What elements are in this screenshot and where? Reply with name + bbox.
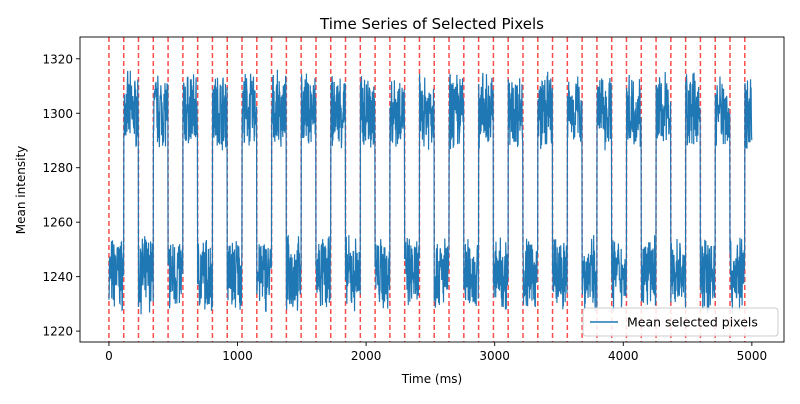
plot-frame — [79, 36, 785, 343]
y-axis-label: Mean intensity — [14, 146, 28, 235]
chart-title: Time Series of Selected Pixels — [319, 15, 544, 33]
y-tick-label-1280: 1280 — [42, 161, 73, 175]
y-tick-label-1220: 1220 — [42, 325, 73, 339]
x-tick-label-0: 0 — [105, 349, 113, 363]
legend: Mean selected pixels — [582, 307, 779, 337]
x-tick-label-1000: 1000 — [222, 349, 253, 363]
legend-series-label: Mean selected pixels — [627, 315, 758, 330]
axes-group — [79, 36, 785, 343]
series-group — [108, 69, 753, 315]
legend-box — [582, 307, 779, 337]
x-tick-label-3000: 3000 — [479, 349, 510, 363]
x-tick-label-4000: 4000 — [608, 349, 639, 363]
y-tick-label-1320: 1320 — [42, 52, 73, 66]
y-tick-label-1240: 1240 — [42, 270, 73, 284]
x-tick-label-5000: 5000 — [737, 349, 768, 363]
x-axis-label: Time (ms) — [401, 372, 463, 386]
y-tick-label-1300: 1300 — [42, 107, 73, 121]
x-tick-label-2000: 2000 — [351, 349, 382, 363]
y-tick-label-1260: 1260 — [42, 216, 73, 230]
series-line-mean-selected-pixels — [108, 69, 753, 315]
ticks-group: 0 1000 2000 3000 4000 5000 1220 1240 1260 1280 130… — [42, 52, 767, 363]
